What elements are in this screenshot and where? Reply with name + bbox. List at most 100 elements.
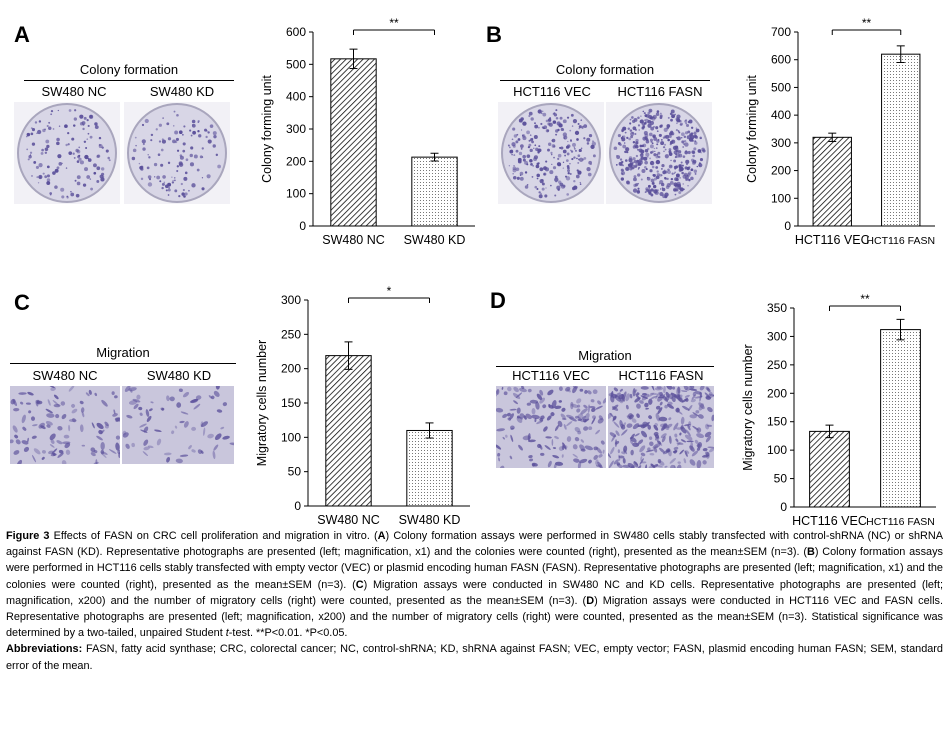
y-tick-label: 200 <box>286 154 306 168</box>
caption-letter-b: B <box>806 546 815 559</box>
bar <box>809 430 850 508</box>
migration-image <box>496 386 606 468</box>
bar-chart-c: Migratory cells number 0 50 100 150 200 250 300… <box>255 284 470 527</box>
caption-main: Figure 3 Effects of FASN on CRC cell pro… <box>6 528 943 641</box>
bar <box>411 156 458 227</box>
x-tick-label: HCT116 VEC <box>795 233 870 247</box>
y-tick-label: 300 <box>767 329 787 343</box>
colony-plate-photo-hct116-fasn <box>606 102 712 204</box>
caption-text-b: ) Colony formation assays were performed… <box>6 546 943 591</box>
bar <box>325 355 372 507</box>
y-tick-label: 50 <box>774 472 788 486</box>
x-tick-label: SW480 NC <box>322 233 385 247</box>
caption-t-italic: t <box>225 627 229 640</box>
migration-image <box>10 386 120 464</box>
x-tick-label: HCT116 VEC <box>792 514 867 528</box>
plate-image <box>606 102 712 204</box>
y-axis-label: Migratory cells number <box>741 344 755 470</box>
y-tick-label: 0 <box>784 219 791 233</box>
significance-label: ** <box>862 16 872 30</box>
colony-plate-photo-sw480-kd <box>124 102 230 204</box>
y-tick-label: 700 <box>771 25 791 39</box>
y-tick-label: 300 <box>281 293 301 307</box>
group-label-migration-c: Migration <box>96 345 150 360</box>
caption-tail: -test. **P<0.01. *P<0.05. <box>228 627 348 640</box>
plate-image <box>124 102 230 204</box>
caption-text-d: ) Migration assays were conducted in HCT… <box>6 594 943 640</box>
group-label-colony-formation-b: Colony formation <box>555 62 655 77</box>
migration-photo-hct116-vec <box>496 386 606 468</box>
y-tick-label: 100 <box>286 187 306 201</box>
bar <box>812 136 852 227</box>
y-tick-label: 350 <box>767 301 787 315</box>
sample-label-c-1: SW480 NC <box>32 368 98 383</box>
y-tick-label: 500 <box>286 57 306 71</box>
colony-plate-photo-hct116-vec <box>498 102 604 204</box>
bar <box>330 58 377 227</box>
group-divider-a <box>24 80 234 81</box>
x-tick-label: SW480 NC <box>317 513 380 527</box>
y-tick-label: 400 <box>286 90 306 104</box>
caption-lead: Effects of FASN on CRC cell proliferatio… <box>53 530 378 542</box>
bar-chart-d: Migratory cells number 0 50 100 150 200 250 300… <box>741 292 936 528</box>
bar <box>880 329 921 508</box>
migration-photo-hct116-fasn <box>608 386 714 468</box>
bar-chart-b: Colony forming unit 0 100 200 300 400 500 600 70… <box>745 16 935 247</box>
significance-label: ** <box>860 292 870 306</box>
migration-photo-sw480-nc <box>10 386 120 464</box>
y-tick-label: 200 <box>281 362 301 376</box>
y-axis-label: Migratory cells number <box>255 340 269 466</box>
sample-label-a-1: SW480 NC <box>41 84 107 99</box>
y-tick-label: 150 <box>767 415 787 429</box>
y-tick-label: 200 <box>767 386 787 400</box>
panel-label-a: A <box>14 22 30 47</box>
caption-letter-a: A <box>377 530 386 542</box>
group-divider-c <box>10 363 236 364</box>
y-tick-label: 250 <box>281 327 301 341</box>
y-axis-label: Colony forming unit <box>745 75 759 183</box>
y-tick-label: 0 <box>299 219 306 233</box>
colony-plate-photo-sw480-nc <box>14 102 120 204</box>
bar-chart-a: Colony forming unit 0 100 200 300 400 500 600 SW… <box>260 16 475 247</box>
panel-label-b: B <box>486 22 502 47</box>
x-tick-label: SW480 KD <box>399 513 461 527</box>
panel-label-c: C <box>14 290 30 315</box>
migration-image <box>608 386 714 468</box>
y-tick-label: 400 <box>771 108 791 122</box>
group-label-colony-formation-a: Colony formation <box>79 62 179 77</box>
y-tick-label: 0 <box>780 500 787 514</box>
caption-letter-c: C <box>355 578 364 591</box>
caption-figure-label: Figure 3 <box>6 530 50 542</box>
figure-caption: Figure 3 Effects of FASN on CRC cell pro… <box>6 528 943 674</box>
y-tick-label: 600 <box>286 25 306 39</box>
bar <box>881 53 921 227</box>
caption-abbreviations: Abbreviations: FASN, fatty acid synthase… <box>6 641 943 673</box>
sample-label-d-2: HCT116 FASN <box>618 368 704 383</box>
y-tick-label: 50 <box>288 465 302 479</box>
caption-text-a: ) Colony formation assays were performed… <box>6 530 943 559</box>
plate-image <box>498 102 604 204</box>
y-tick-label: 200 <box>771 164 791 178</box>
significance-label: ** <box>389 16 399 30</box>
y-tick-label: 150 <box>281 396 301 410</box>
y-axis-label: Colony forming unit <box>260 75 274 183</box>
y-tick-label: 100 <box>771 191 791 205</box>
migration-photo-sw480-kd <box>122 386 234 464</box>
y-tick-label: 100 <box>281 430 301 444</box>
group-label-migration-d: Migration <box>578 348 632 363</box>
x-tick-label: SW480 KD <box>404 233 466 247</box>
group-divider-d <box>496 366 714 367</box>
sample-label-a-2: SW480 KD <box>149 84 215 99</box>
caption-text-c: ) Migration assays were conducted in SW4… <box>6 578 943 607</box>
y-tick-label: 600 <box>771 53 791 67</box>
y-tick-label: 100 <box>767 443 787 457</box>
significance-label: * <box>387 284 392 298</box>
sample-label-b-2: HCT116 FASN <box>617 84 703 99</box>
caption-abbrev-label: Abbreviations: <box>6 643 83 656</box>
sample-label-c-2: SW480 KD <box>146 368 212 383</box>
x-tick-label: HCT116 FASN <box>866 516 935 528</box>
plate-image <box>14 102 120 204</box>
y-tick-label: 250 <box>767 358 787 372</box>
panel-label-d: D <box>490 288 506 313</box>
y-tick-label: 0 <box>294 499 301 513</box>
